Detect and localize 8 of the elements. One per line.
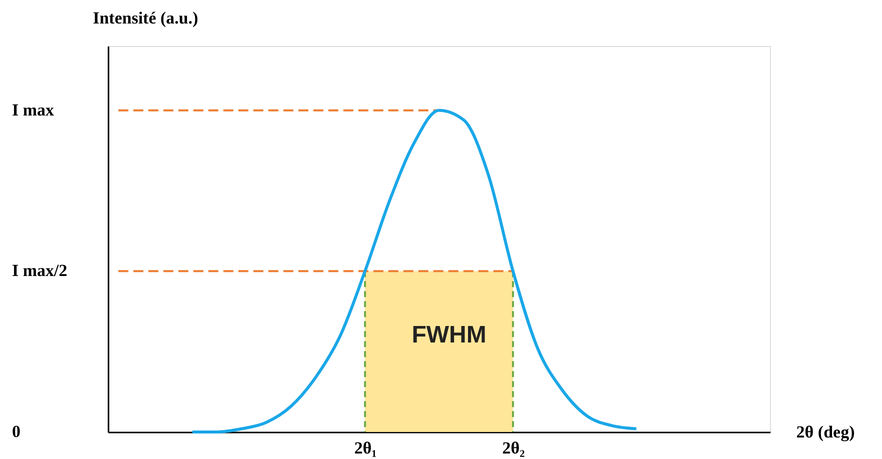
annotation: FWHM (412, 322, 486, 348)
text: 0 (12, 422, 20, 441)
x-tick-label: 2θ₁ (354, 438, 377, 458)
text: I max/2 (12, 261, 68, 280)
text: I max (12, 100, 55, 120)
x-tick-label: 2θ₂ (502, 438, 525, 458)
x-axis-title: 2θ (deg) (796, 422, 855, 442)
y-axis-title: Intensité (a.u.) (92, 8, 198, 28)
